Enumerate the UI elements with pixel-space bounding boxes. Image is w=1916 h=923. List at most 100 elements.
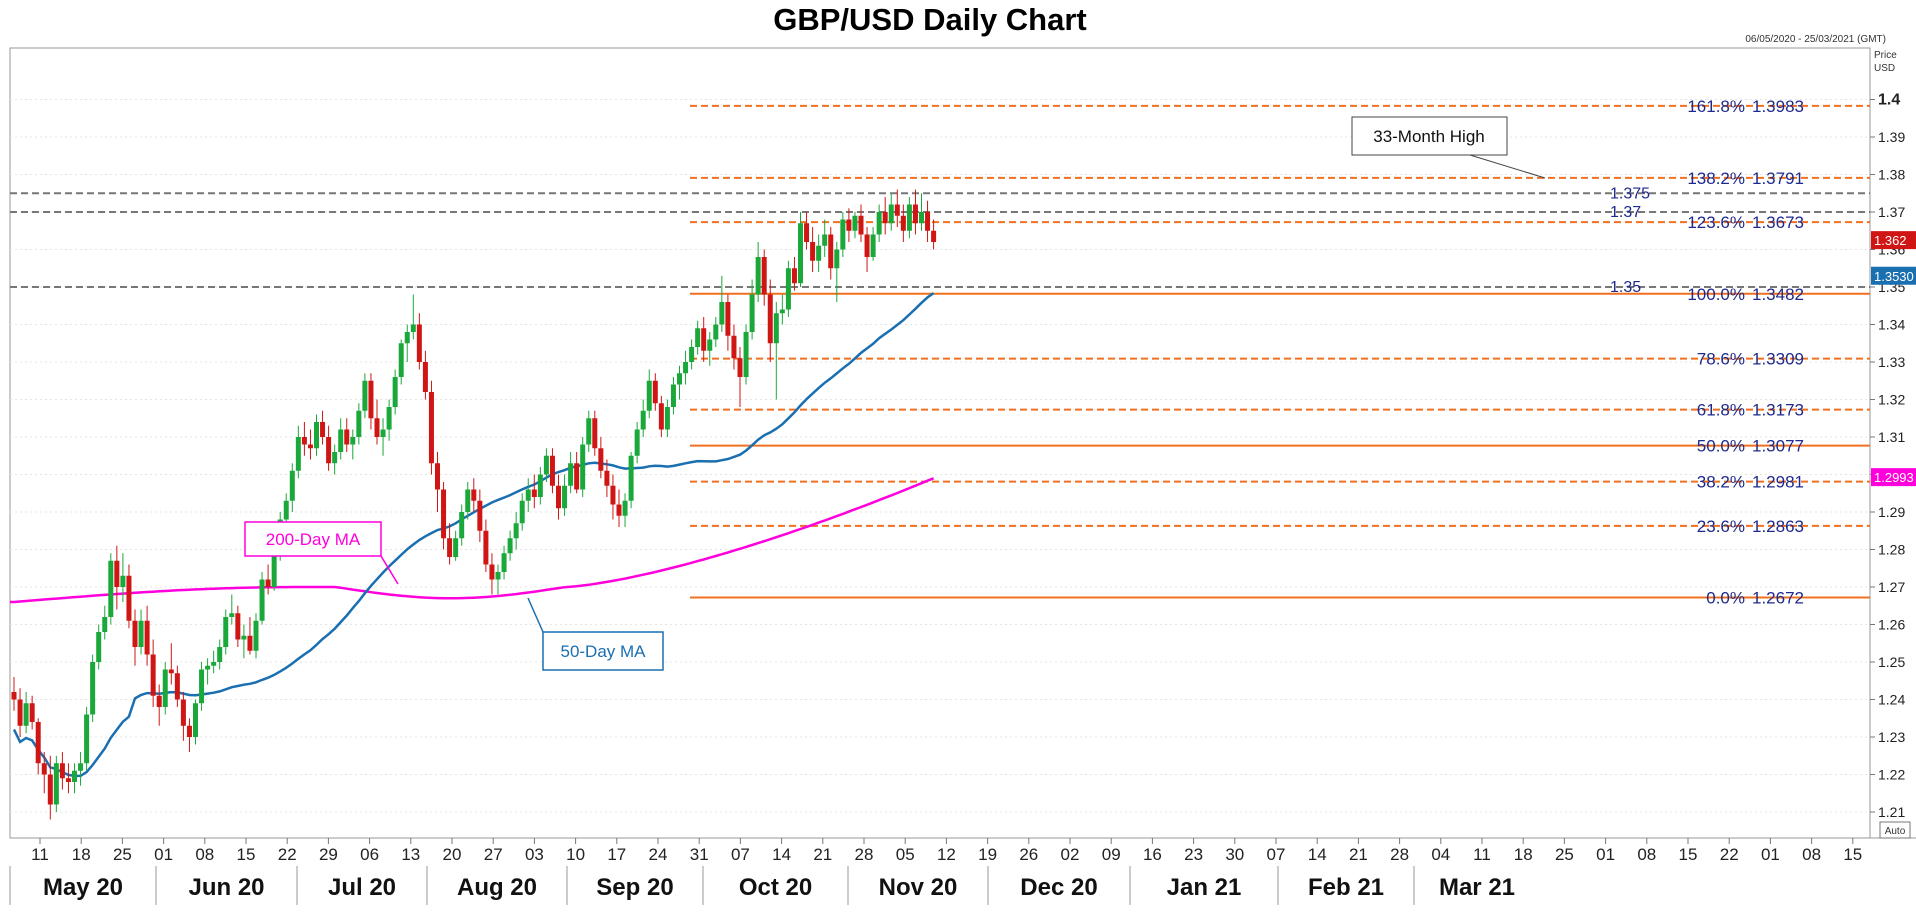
candle-body [307,444,313,449]
candle-body [295,437,301,471]
x-tick-label: 14 [772,845,791,864]
candle-body [326,437,332,464]
candle-body [90,662,96,715]
candle-body [677,373,682,385]
ma50-line [12,292,935,778]
x-tick-label: 27 [484,845,503,864]
candle-body [683,362,689,374]
ma200-pointer [380,555,399,585]
y-tick-label: 1.28 [1878,542,1905,558]
candle-body [132,620,138,647]
candle-body [368,380,374,419]
candle-body [47,774,53,805]
key-level-label: 1.37 [1610,204,1641,221]
candle-body [59,763,65,779]
x-tick-label: 13 [401,845,420,864]
y-tick-label: 1.39 [1878,129,1905,145]
candle-body [828,234,834,269]
candle-body [180,699,186,726]
candle-body [519,500,525,524]
fib-level-value: 1.3482 [1752,285,1804,304]
auto-scale-badge [1879,821,1911,839]
candle-body [864,234,870,257]
candle-body [247,635,253,651]
candle-body [271,553,277,587]
x-tick-label: 28 [1390,845,1409,864]
y-tick-label: 1.37 [1878,204,1905,220]
x-tick-label: 12 [937,845,956,864]
candle-body [900,215,906,231]
candle-body [610,485,616,505]
x-month-label: Oct 20 [739,874,812,901]
y-tick-label: 1.29 [1878,504,1905,520]
auto-scale-label: Auto [1885,826,1906,837]
candle-body [562,485,568,509]
candle-body [223,617,229,647]
candle-body [592,418,598,449]
candle-body [174,673,180,700]
candle-body [265,579,271,587]
candle-body [156,695,162,707]
candle-body [791,268,797,284]
x-tick-label: 31 [690,845,709,864]
candle-body [380,429,386,437]
ma200-label: 200-Day MA [266,530,361,549]
candle-body [229,613,235,617]
candle-body [785,268,791,310]
candle-body [925,212,931,231]
candle-body [882,212,888,224]
x-tick-label: 24 [649,845,668,864]
candle-body [798,223,803,284]
ma200-price-tag: 1.2993 [1874,470,1914,485]
candle-body [459,512,465,539]
candle-body [84,714,90,764]
candle-body [628,455,634,501]
candle-body [150,654,156,696]
annotation-pointer [1469,154,1546,179]
candle-body [53,763,59,805]
candle-body [96,632,102,662]
candle-body [658,403,664,430]
ma50-pointer [527,597,544,633]
candle-body [531,489,537,497]
x-tick-label: 07 [1267,845,1286,864]
fib-level-percent: 123.6% [1687,213,1745,232]
x-tick-label: 21 [1349,845,1368,864]
fib-level-percent: 100.0% [1687,285,1745,304]
candle-body [743,332,749,377]
x-tick-label: 28 [855,845,874,864]
candle-body [670,384,676,407]
candle-body [410,324,416,332]
candle-body [495,572,501,580]
fib-level-value: 1.3673 [1752,213,1804,232]
x-tick-label: 21 [813,845,832,864]
candle-body [120,575,126,587]
candle-body [404,332,410,344]
candle-body [755,257,761,295]
candle-body [471,489,477,501]
candle-body [72,770,77,782]
x-month-label: Jun 20 [188,874,264,901]
fib-level-value: 1.3077 [1752,437,1804,456]
candle-body [23,703,29,726]
x-month-label: Jul 20 [328,874,396,901]
candle-body [78,763,84,771]
x-tick-label: 20 [443,845,462,864]
price-axis-label: Price [1874,50,1897,61]
fib-level-value: 1.2863 [1752,517,1804,536]
x-tick-label: 10 [566,845,585,864]
candle-body [876,212,882,235]
candle-body [162,669,168,707]
key-level-label: 1.375 [1610,185,1650,202]
candle-body [453,538,459,557]
x-tick-label: 30 [1225,845,1244,864]
x-tick-label: 16 [1143,845,1162,864]
fib-level-percent: 23.6% [1697,517,1745,536]
last-price-tag: 1.362 [1874,233,1907,248]
candle-body [912,204,918,224]
candle-body [465,489,471,512]
candle-body [301,437,307,445]
ma200-label-box [244,521,382,557]
